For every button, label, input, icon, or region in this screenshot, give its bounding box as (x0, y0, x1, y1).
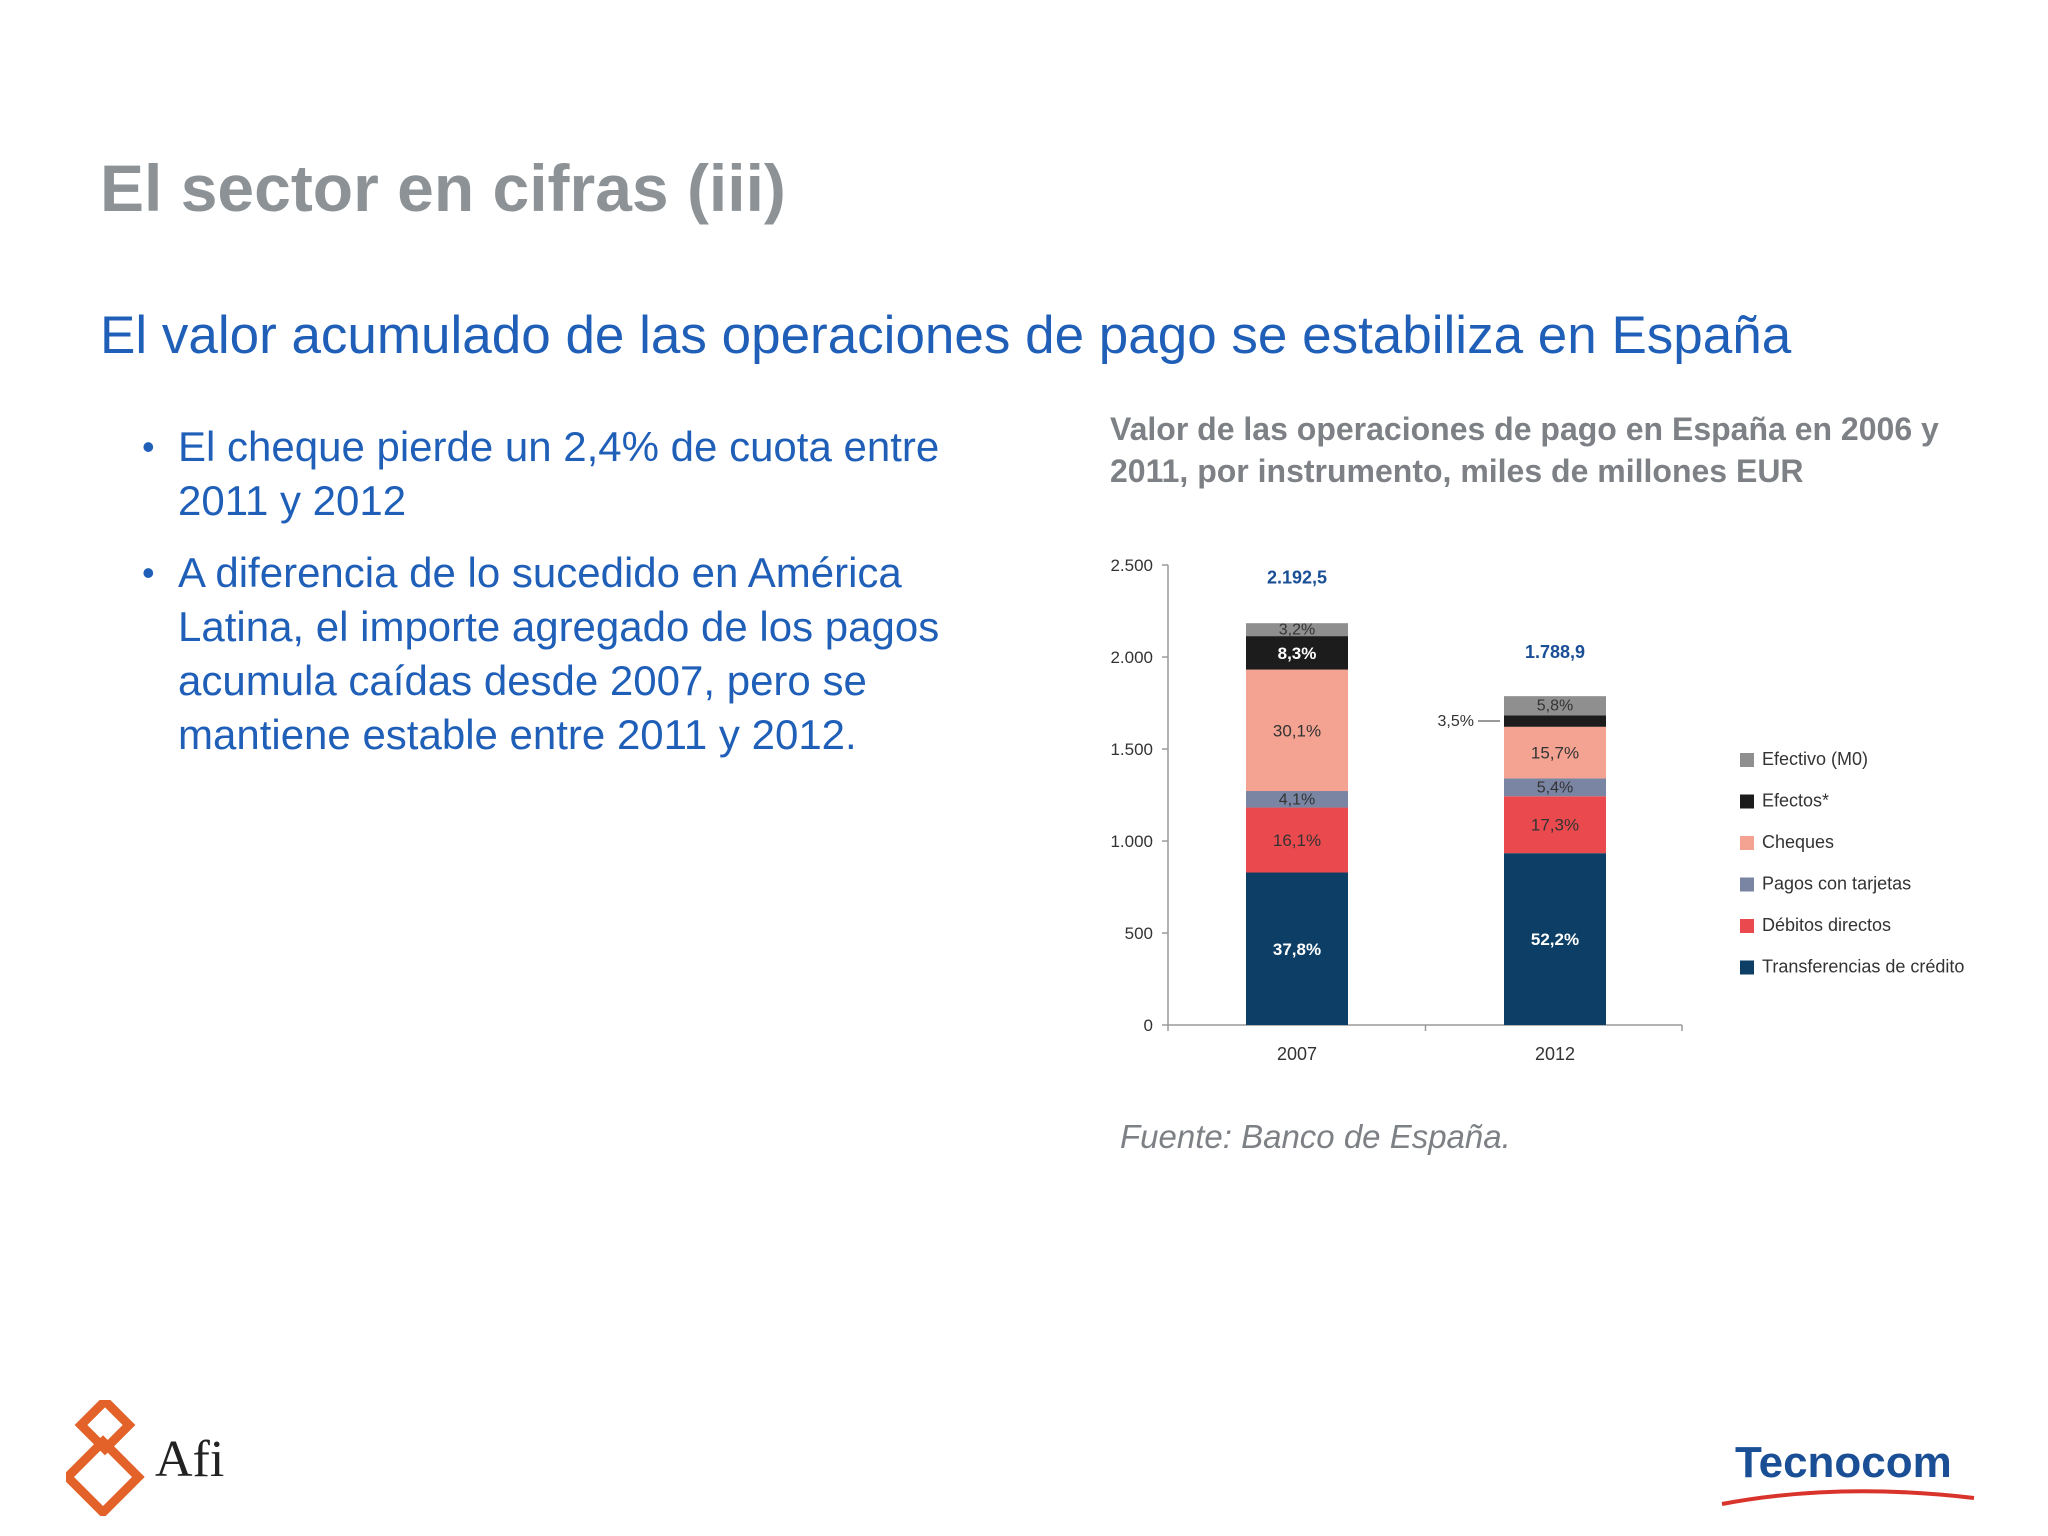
slide-title: El sector en cifras (iii) (100, 151, 786, 225)
stacked-bar-chart: 0 500 1.000 1.500 2.000 2.500 37,8% 16,1% 4,1% 30… (1110, 556, 1964, 1064)
y-tick-label: 500 (1125, 924, 1153, 943)
y-tick-label: 2.000 (1110, 648, 1153, 667)
bar-segment (1504, 778, 1606, 797)
segment-label: 15,7% (1531, 744, 1579, 763)
bar-segment (1504, 796, 1606, 854)
bar-segment (1246, 807, 1348, 873)
source-note: Fuente: Banco de España. (1120, 1118, 1511, 1155)
bullet-list: • El cheque pierde un 2,4% de cuota entr… (140, 420, 1020, 780)
segment-label: 52,2% (1531, 930, 1579, 949)
segment-label: 4,1% (1279, 791, 1315, 808)
bullet-text: A diferencia de lo sucedido en América L… (178, 549, 940, 758)
segment-label: 5,8% (1537, 698, 1573, 715)
legend-label: Débitos directos (1762, 915, 1891, 935)
bar-segment (1246, 791, 1348, 808)
afi-logo-icon (66, 1400, 145, 1516)
bullet-marker: • (142, 552, 155, 593)
segment-label: 3,2% (1279, 622, 1315, 639)
bullet-marker: • (142, 426, 155, 467)
legend-label: Efectos* (1762, 791, 1829, 811)
bar-segment (1504, 696, 1606, 716)
legend-swatch (1740, 753, 1754, 767)
bullet-item: • A diferencia de lo sucedido en América… (140, 546, 1020, 762)
legend-label: Transferencias de crédito (1762, 957, 1964, 977)
y-tick-label: 0 (1144, 1016, 1153, 1035)
total-label: 1.788,9 (1525, 642, 1585, 662)
bar-segment (1504, 726, 1606, 779)
slide-subtitle: El valor acumulado de las operaciones de… (100, 306, 1792, 365)
bar-segment (1504, 715, 1606, 727)
bar-segment (1246, 872, 1348, 1025)
segment-label: 17,3% (1531, 816, 1579, 835)
segment-label: 3,5% (1438, 713, 1474, 730)
segment-label: 16,1% (1273, 831, 1321, 850)
legend-swatch (1740, 919, 1754, 933)
y-tick-label: 1.500 (1110, 740, 1153, 759)
segment-label: 5,4% (1537, 779, 1573, 796)
legend-swatch (1740, 836, 1754, 850)
y-tick-label: 2.500 (1110, 556, 1153, 575)
legend-swatch (1740, 960, 1754, 975)
legend-label: Pagos con tarjetas (1762, 874, 1911, 894)
legend-label: Cheques (1762, 832, 1834, 852)
chart-title: Valor de las operaciones de pago en Espa… (1110, 411, 1939, 489)
total-label: 2.192,5 (1267, 568, 1327, 588)
x-tick-label: 2007 (1277, 1044, 1317, 1064)
segment-label: 30,1% (1273, 721, 1321, 740)
bullet-text: El cheque pierde un 2,4% de cuota entre … (178, 423, 940, 524)
legend-swatch (1740, 794, 1754, 809)
tecnocom-swoosh-icon (1721, 1489, 1975, 1506)
legend-label: Efectivo (M0) (1762, 749, 1868, 769)
segment-label: 37,8% (1273, 940, 1321, 959)
bar-segment (1246, 669, 1348, 792)
bar-segment (1246, 623, 1348, 637)
bar-segment (1504, 853, 1606, 1025)
afi-logo-text: Afi (155, 1431, 225, 1488)
x-tick-label: 2012 (1535, 1044, 1575, 1064)
legend-swatch (1740, 877, 1754, 892)
segment-label: 8,3% (1278, 644, 1317, 663)
tecnocom-logo: Tecnocom (1735, 1438, 1952, 1487)
bullet-item: • El cheque pierde un 2,4% de cuota entr… (140, 420, 1020, 528)
y-tick-label: 1.000 (1110, 832, 1153, 851)
bar-segment (1246, 636, 1348, 670)
